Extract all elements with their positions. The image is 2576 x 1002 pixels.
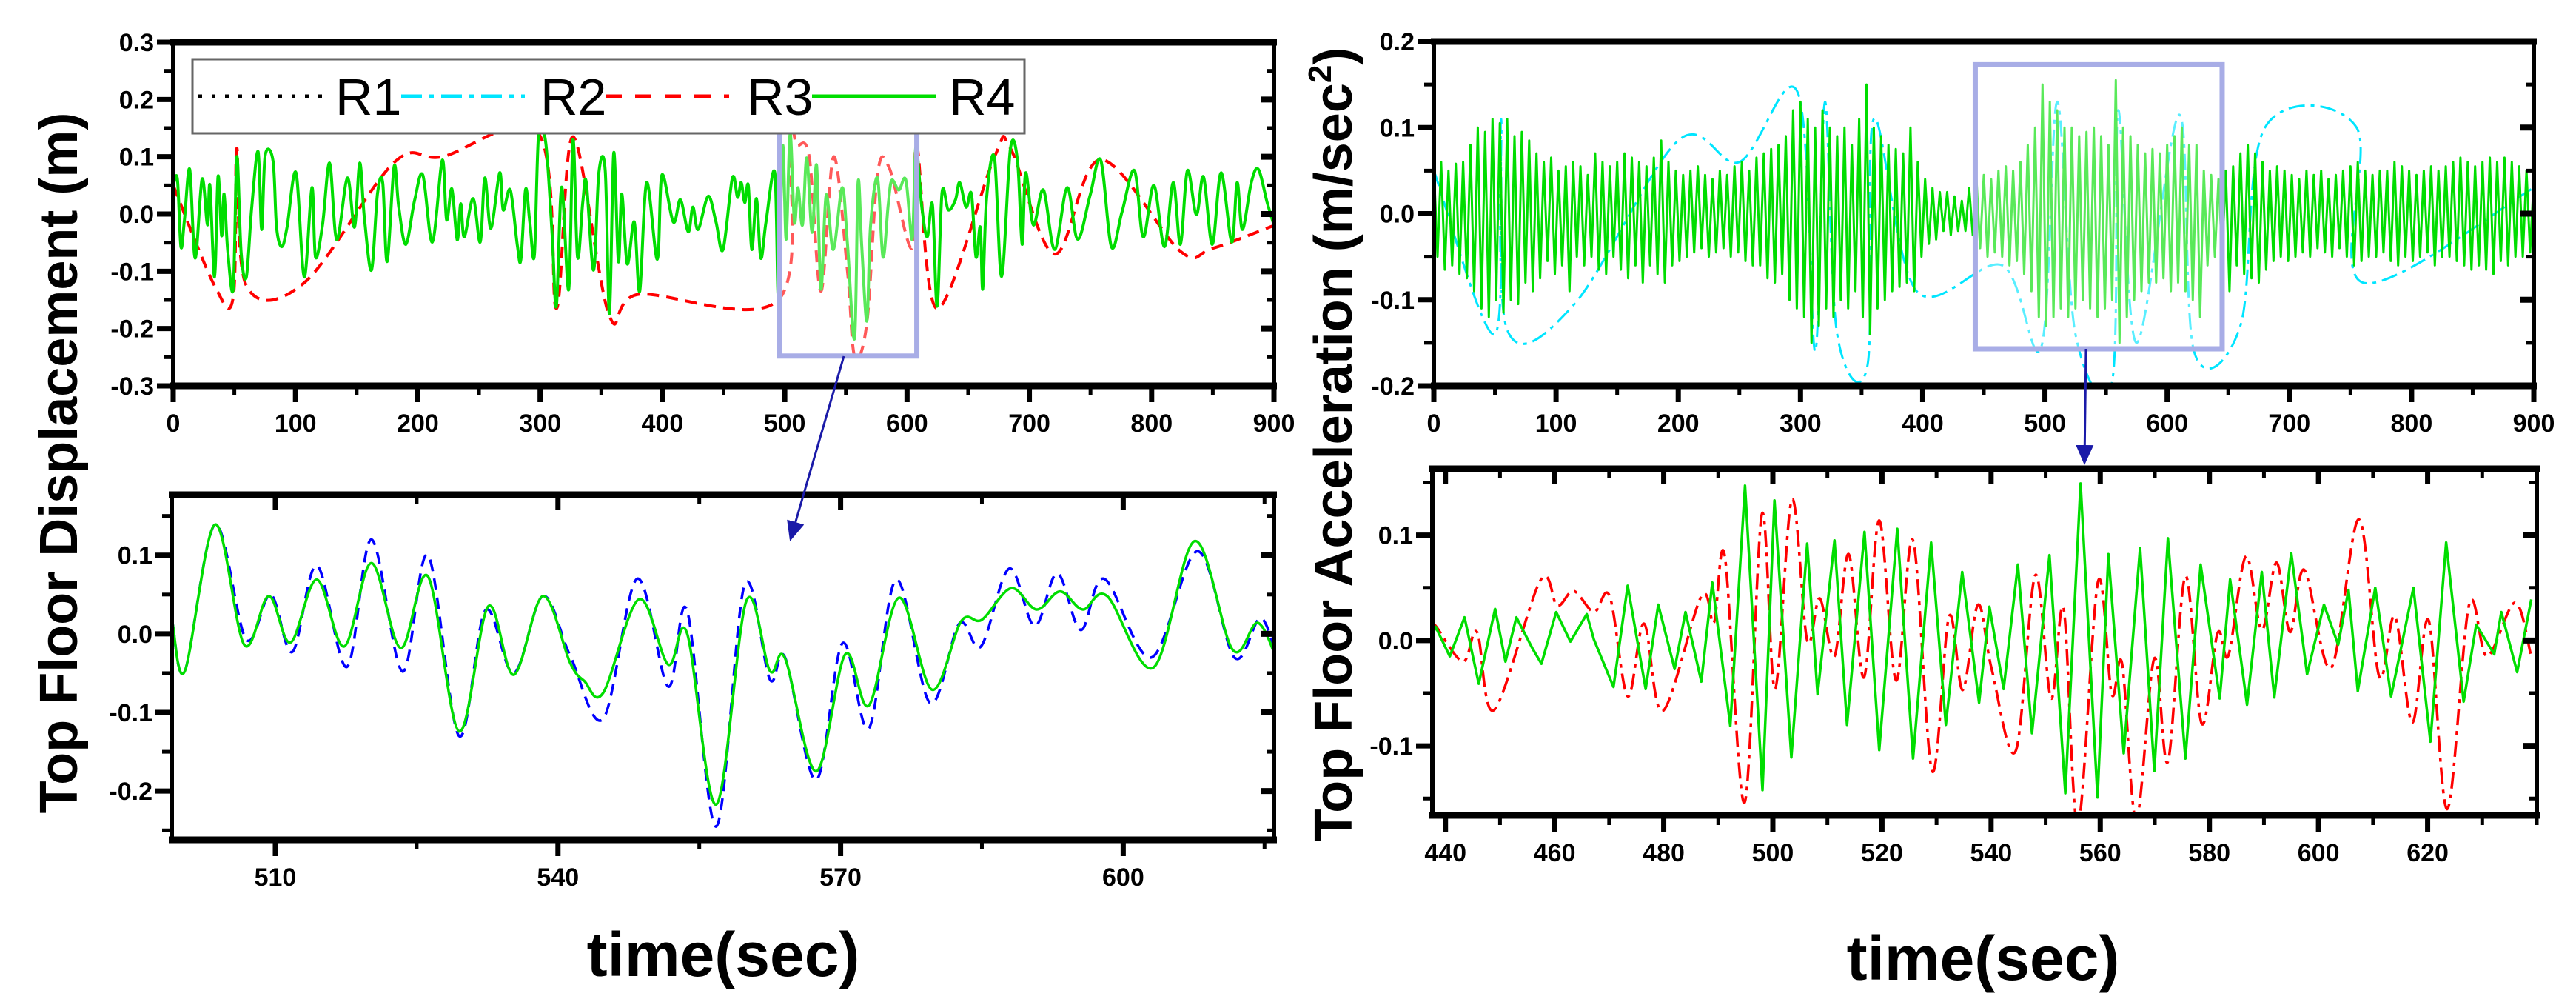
- zoom-arrow-left: [787, 355, 845, 541]
- x-tick-label: 560: [2079, 839, 2121, 867]
- y-tick-label: 0.1: [119, 144, 154, 172]
- y-tick-label: 0.2: [1380, 28, 1415, 56]
- x-tick-label: 800: [1130, 410, 1173, 438]
- x-tick-label: 500: [2024, 410, 2066, 438]
- y-tick-label: -0.1: [109, 699, 152, 727]
- y-tick-label: 0.0: [1380, 201, 1415, 229]
- x-tick-label: 100: [275, 410, 317, 438]
- y-tick-label: -0.2: [110, 315, 154, 344]
- x-tick-label: 580: [2188, 839, 2230, 867]
- x-tick-label: 900: [1253, 410, 1295, 438]
- right-y-axis-title-main: Top Floor Acceleration (m/sec: [1304, 83, 1364, 841]
- x-tick-label: 440: [1424, 839, 1466, 867]
- x-tick-label: 400: [642, 410, 684, 438]
- x-tick-label: 600: [2298, 839, 2340, 867]
- x-tick-label: 520: [1861, 839, 1903, 867]
- x-tick-label: 600: [886, 410, 928, 438]
- legend-label-r3: R3: [747, 68, 813, 126]
- y-tick-label: -0.3: [110, 373, 154, 401]
- y-tick-label: 0.1: [1380, 114, 1415, 142]
- x-tick-label: 0: [1427, 410, 1441, 438]
- legend-label-r1: R1: [335, 68, 401, 126]
- displacement-zoom-plot-area: [172, 523, 1274, 828]
- x-tick-label: 300: [519, 410, 561, 438]
- x-tick-label: 510: [255, 864, 297, 892]
- displacement-zoom-panel: 510 540 570 600 0.1 0.0 -0.1 -0.2: [109, 491, 1277, 892]
- y-tick-label: -0.1: [1371, 287, 1415, 315]
- legend: R1 R2 R3 R4: [191, 58, 1026, 135]
- x-tick-label: 300: [1780, 410, 1822, 438]
- series-line-solid-1: [172, 523, 1274, 806]
- right-y-axis-title: Top Floor Acceleration (m/sec2): [1302, 47, 1364, 842]
- displacement-full-plot-area: [173, 122, 1274, 361]
- x-tick-label: 570: [819, 864, 862, 892]
- x-tick-label: 600: [2146, 410, 2188, 438]
- acceleration-full-panel: 0 100 200 300 400 500 600 700 800 900 0.2 0.1 0.0 -0.…: [1371, 28, 2555, 438]
- series-line-r4: [173, 122, 1274, 341]
- y-tick-label: 0.0: [118, 621, 152, 649]
- x-tick-label: 400: [1902, 410, 1944, 438]
- y-tick-label: 0.0: [119, 201, 154, 229]
- series-line-dashed-0: [172, 523, 1274, 828]
- displacement-full-panel: 0 100 200 300 400 500 600 700 800 900 0.3 0.2 0.1 0.0…: [110, 29, 1295, 438]
- right-y-axis-title-end: ): [1304, 47, 1364, 65]
- legend-label-r4: R4: [949, 68, 1015, 126]
- x-tick-label: 0: [167, 410, 181, 438]
- x-tick-label: 900: [2513, 410, 2555, 438]
- right-x-axis-title: time(sec): [1847, 923, 2120, 993]
- acceleration-zoom-panel: 440 460 480 500 520 540 560 580 600 620 0.1 0.0 -0.1: [1369, 465, 2540, 867]
- left-y-axis-title: Top Floor Displacement (m): [30, 113, 89, 814]
- x-tick-label: 480: [1643, 839, 1685, 867]
- x-tick-label: 460: [1534, 839, 1576, 867]
- y-tick-label: 0.0: [1378, 627, 1413, 655]
- y-tick-label: 0.1: [118, 542, 152, 570]
- x-tick-label: 540: [537, 864, 579, 892]
- y-tick-label: 0.3: [119, 29, 154, 57]
- x-tick-label: 500: [1752, 839, 1794, 867]
- series-line-solid-1: [1432, 482, 2533, 799]
- x-tick-label: 620: [2406, 839, 2449, 867]
- series-line-dash-dot-0: [1432, 498, 2532, 815]
- x-tick-label: 100: [1535, 410, 1577, 438]
- x-tick-label: 200: [1657, 410, 1700, 438]
- right-y-axis-title-sup: 2: [1302, 65, 1338, 83]
- zoom-region-box: [777, 122, 920, 359]
- x-tick-label: 600: [1102, 864, 1144, 892]
- x-tick-label: 200: [397, 410, 439, 438]
- zoom-region-box: [1972, 61, 2225, 352]
- y-tick-label: -0.1: [1369, 732, 1413, 761]
- y-tick-label: 0.2: [119, 86, 154, 114]
- zoom-arrow-right: [2076, 348, 2094, 465]
- y-tick-label: 0.1: [1378, 522, 1413, 550]
- x-tick-label: 700: [2268, 410, 2310, 438]
- x-tick-label: 800: [2391, 410, 2433, 438]
- series-line-r4: [1434, 79, 2534, 344]
- y-tick-label: -0.2: [1371, 373, 1415, 401]
- x-tick-label: 700: [1008, 410, 1050, 438]
- x-tick-label: 540: [1970, 839, 2012, 867]
- legend-label-r2: R2: [540, 68, 606, 126]
- acceleration-zoom-plot-area: [1432, 482, 2533, 815]
- y-tick-label: -0.1: [110, 258, 154, 286]
- y-tick-label: -0.2: [109, 778, 152, 806]
- left-x-axis-title: time(sec): [587, 920, 860, 989]
- x-tick-label: 500: [764, 410, 806, 438]
